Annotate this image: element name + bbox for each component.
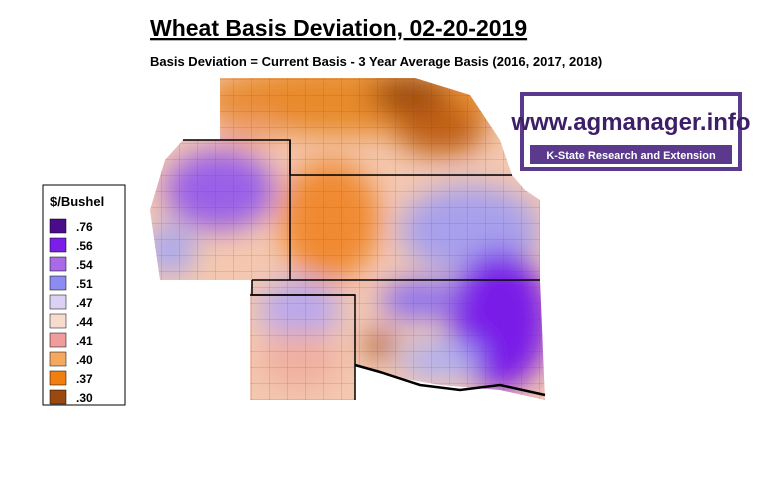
logo-tagline: K-State Research and Extension bbox=[546, 150, 716, 162]
legend-swatch bbox=[49, 275, 67, 291]
legend-swatch bbox=[49, 294, 67, 310]
subtitle: Basis Deviation = Current Basis - 3 Year… bbox=[150, 54, 602, 69]
legend-swatch bbox=[49, 256, 67, 272]
legend-label: .47 bbox=[76, 296, 93, 310]
legend-label: .54 bbox=[76, 258, 93, 272]
logo-url: www.agmanager.info bbox=[510, 109, 750, 136]
legend-swatch bbox=[49, 218, 67, 234]
legend-swatch bbox=[49, 389, 67, 405]
map bbox=[150, 78, 545, 400]
legend-label: .51 bbox=[76, 277, 93, 291]
legend-label: .41 bbox=[76, 334, 93, 348]
legend-swatch bbox=[49, 351, 67, 367]
legend-swatch bbox=[49, 313, 67, 329]
legend-label: .30 bbox=[76, 391, 93, 405]
logo-bar bbox=[530, 145, 732, 164]
legend: .76 .56 .54 .51 .47 .44 .41 .40 .37 .30 bbox=[49, 218, 93, 405]
legend-label: .37 bbox=[76, 372, 93, 386]
legend-swatch bbox=[49, 332, 67, 348]
legend-swatch bbox=[49, 370, 67, 386]
state-borders bbox=[183, 139, 546, 400]
legend-label: .40 bbox=[76, 353, 93, 367]
legend-swatch bbox=[49, 237, 67, 253]
legend-label: .76 bbox=[76, 220, 93, 234]
legend-title: $/Bushel bbox=[50, 194, 104, 209]
title: Wheat Basis Deviation, 02-20-2019 bbox=[150, 15, 527, 41]
legend-label: .56 bbox=[76, 239, 93, 253]
legend-label: .44 bbox=[76, 315, 93, 329]
